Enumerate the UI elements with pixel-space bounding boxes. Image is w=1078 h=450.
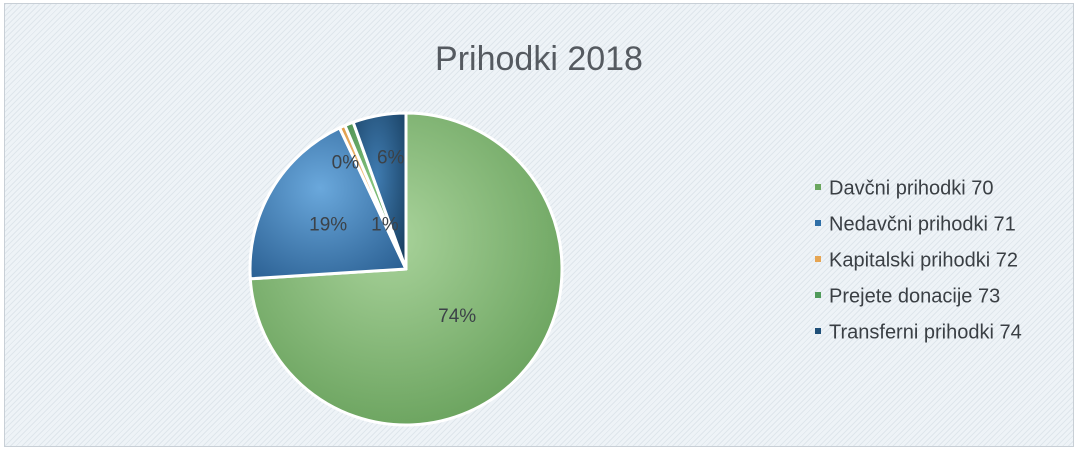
legend-item-2: Nedavčni prihodki 71 bbox=[815, 206, 1022, 242]
legend-swatch-1 bbox=[815, 183, 821, 190]
pie-slice-label-1: 74% bbox=[438, 306, 476, 327]
chart-title: Prihodki 2018 bbox=[435, 40, 643, 78]
pie-slice-label-5: 6% bbox=[377, 147, 405, 168]
legend-label-2: Nedavčni prihodki 71 bbox=[829, 213, 1016, 236]
legend-item-1: Davčni prihodki 70 bbox=[815, 170, 1022, 206]
pie-slice-label-2: 19% bbox=[309, 214, 347, 235]
legend-swatch-4 bbox=[815, 291, 821, 298]
pie-slice-2 bbox=[248, 126, 408, 281]
pie-chart: 74% 19% 0% 1% 6% bbox=[248, 111, 564, 427]
legend-item-4: Prejete donacije 73 bbox=[815, 278, 1022, 314]
legend-label-3: Kapitalski prihodki 72 bbox=[829, 249, 1018, 272]
pie-slice-5 bbox=[351, 111, 408, 271]
legend-label-1: Davčni prihodki 70 bbox=[829, 177, 994, 200]
chart-frame: Prihodki 2018 74% 1 bbox=[4, 3, 1074, 447]
legend-label-5: Transferni prihodki 74 bbox=[829, 321, 1022, 344]
pie-slice-label-3: 0% bbox=[332, 152, 360, 173]
legend-item-5: Transferni prihodki 74 bbox=[815, 314, 1022, 350]
legend-swatch-3 bbox=[815, 255, 821, 262]
chart-legend: Davčni prihodki 70 Nedavčni prihodki 71 Ka… bbox=[815, 170, 1022, 350]
legend-item-3: Kapitalski prihodki 72 bbox=[815, 242, 1022, 278]
legend-swatch-5 bbox=[815, 327, 821, 334]
legend-label-4: Prejete donacije 73 bbox=[829, 285, 1001, 308]
pie-slice-label-4: 1% bbox=[371, 214, 399, 235]
legend-swatch-2 bbox=[815, 219, 821, 226]
